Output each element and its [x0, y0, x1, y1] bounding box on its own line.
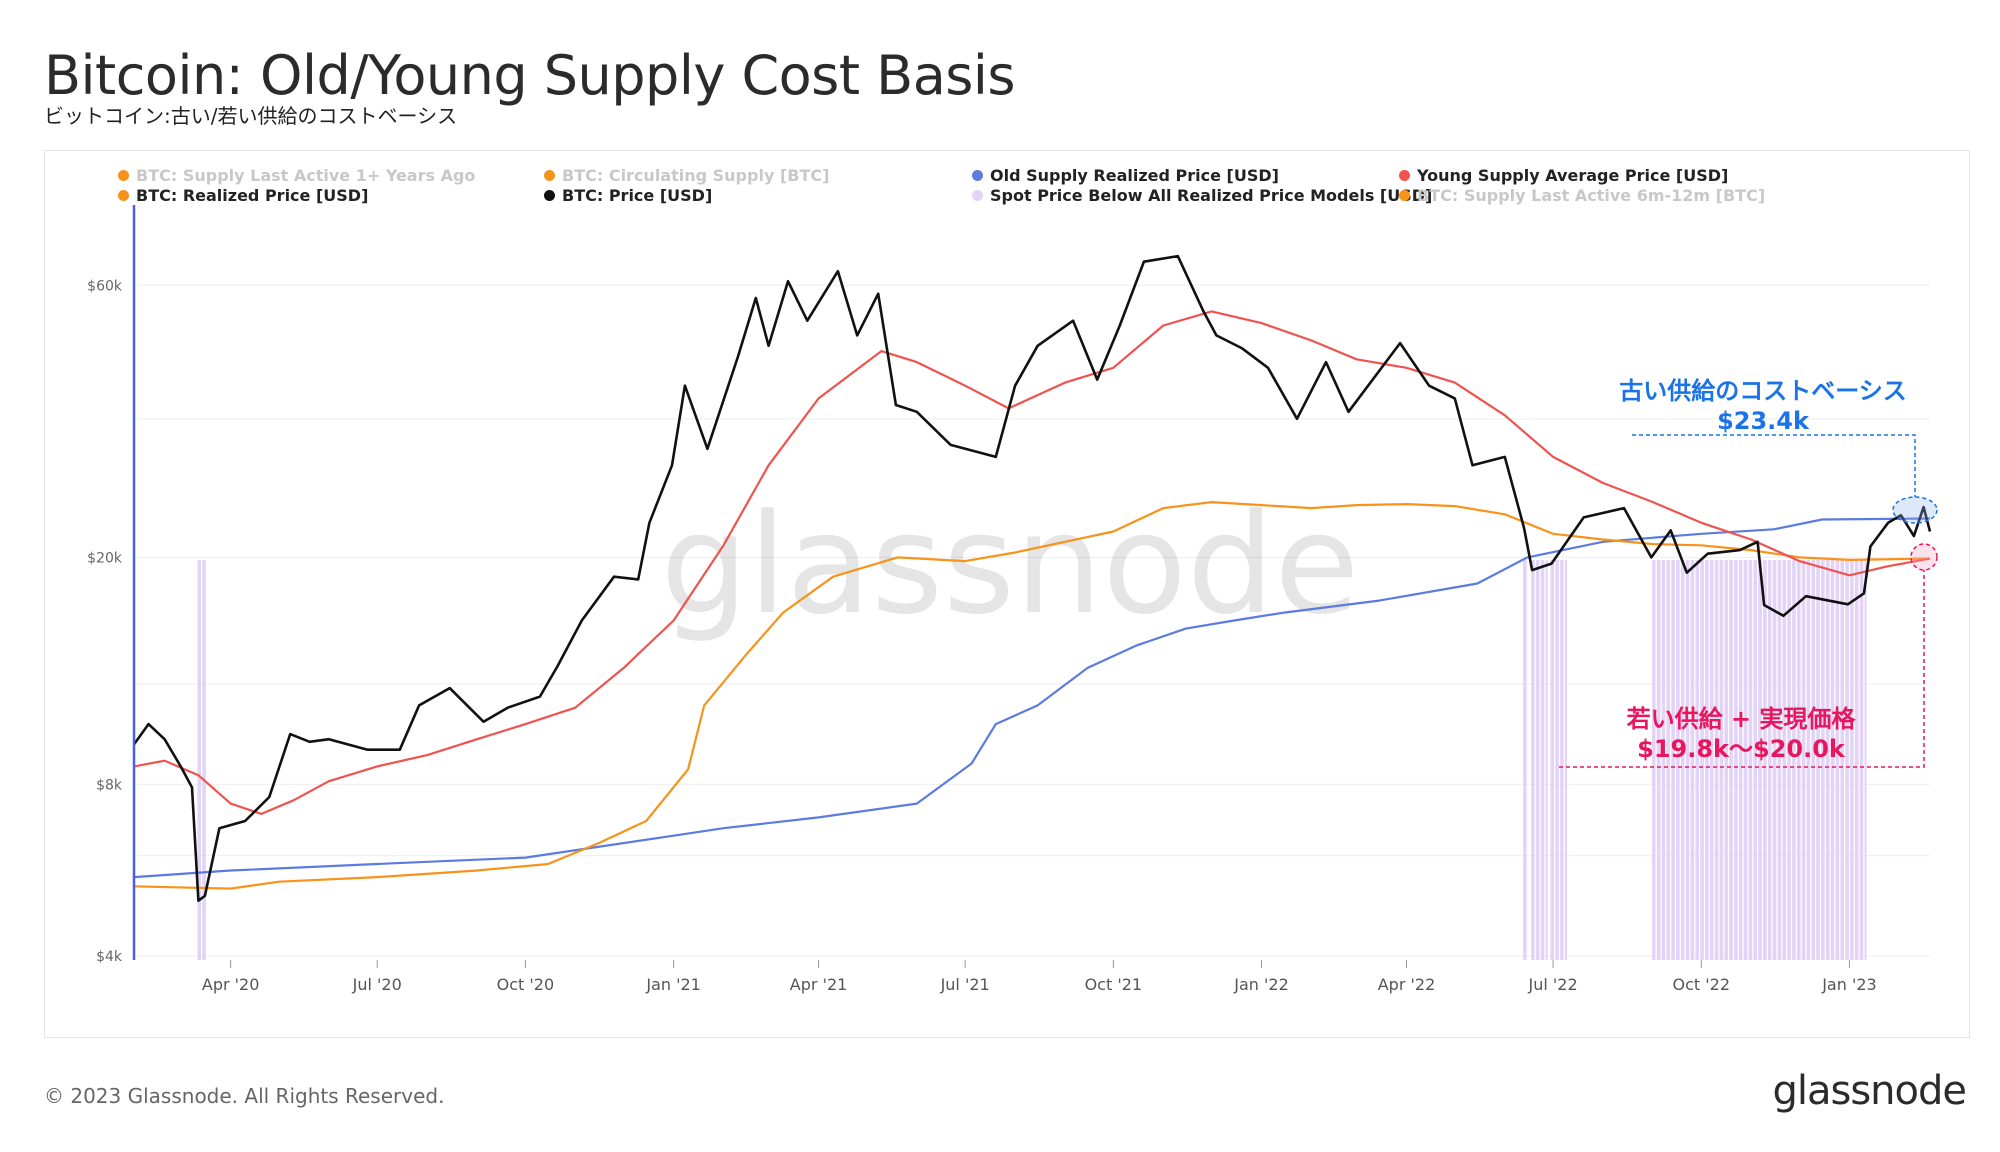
legend-label: BTC: Realized Price [USD]: [136, 186, 369, 205]
watermark: glassnode: [661, 484, 1360, 645]
x-tick-label: Jul '22: [1528, 975, 1578, 994]
copyright: © 2023 Glassnode. All Rights Reserved.: [44, 1084, 445, 1108]
grid: [134, 284, 1930, 957]
legend-item-supply-6m-12m[interactable]: BTC: Supply Last Active 6m-12m [BTC]: [1399, 186, 1765, 205]
old-supply-annotation: 古い供給のコストベーシス $23.4k: [1619, 377, 1938, 524]
series-lines: [132, 254, 1932, 903]
legend-item-old-supply-realized[interactable]: Old Supply Realized Price [USD]: [972, 166, 1279, 185]
legend-dot-icon: [118, 170, 129, 181]
legend-label: BTC: Circulating Supply [BTC]: [562, 166, 830, 185]
legend-item-circulating-supply[interactable]: BTC: Circulating Supply [BTC]: [544, 166, 829, 185]
x-tick-label: Jan '21: [645, 975, 701, 994]
y-tick-label: $8k: [96, 777, 123, 793]
legend-item-young-supply-average[interactable]: Young Supply Average Price [USD]: [1399, 166, 1728, 185]
chart-title: Bitcoin: Old/Young Supply Cost Basis: [44, 44, 1016, 107]
glassnode-logo[interactable]: glassnode: [1772, 1068, 1967, 1114]
series-line-btc-price-usd: [132, 254, 1932, 903]
legend-label: BTC: Supply Last Active 1+ Years Ago: [136, 166, 476, 185]
x-tick-label: Jul '20: [352, 975, 402, 994]
old-annotation-value: $23.4k: [1717, 407, 1810, 435]
legend-item-spot-below-models[interactable]: Spot Price Below All Realized Price Mode…: [972, 186, 1432, 205]
legend-label: BTC: Price [USD]: [562, 186, 713, 205]
legend-dot-icon: [544, 170, 555, 181]
young-annotation-leader: [1559, 570, 1925, 768]
x-tick-label: Jul '21: [940, 975, 990, 994]
legend: BTC: Supply Last Active 1+ Years Ago BTC…: [44, 166, 1968, 212]
old-annotation-marker: [1892, 496, 1938, 524]
legend-dot-icon: [118, 190, 129, 201]
old-annotation-leader: [1632, 434, 1916, 497]
spot-below-bands: [197, 560, 1867, 960]
x-tick-label: Oct '21: [1085, 975, 1143, 994]
legend-dot-icon: [544, 190, 555, 201]
y-axis: $4k $8k $20k $60k: [87, 278, 123, 965]
x-tick-label: Oct '20: [497, 975, 555, 994]
x-tick-label: Apr '20: [202, 975, 260, 994]
x-tick-label: Oct '22: [1673, 975, 1731, 994]
y-tick-label: $20k: [87, 550, 123, 566]
y-tick-label: $4k: [96, 949, 123, 965]
young-annotation-marker: [1910, 543, 1938, 571]
legend-item-realized-price[interactable]: BTC: Realized Price [USD]: [118, 186, 368, 205]
legend-item-btc-price[interactable]: BTC: Price [USD]: [544, 186, 712, 205]
x-axis: Apr '20 Jul '20 Oct '20 Jan '21 Apr '21 Jul '…: [202, 960, 1877, 994]
chart-frame: [44, 150, 1970, 1038]
y-tick-label: $60k: [87, 278, 123, 294]
legend-dot-icon: [1399, 170, 1410, 181]
legend-dot-icon: [1399, 190, 1410, 201]
legend-label: Young Supply Average Price [USD]: [1417, 166, 1729, 185]
chart-subtitle: ビットコイン:古い/若い供給のコストベーシス: [44, 104, 458, 128]
legend-label: Old Supply Realized Price [USD]: [990, 166, 1279, 185]
legend-dot-icon: [972, 190, 983, 201]
young-supply-annotation: 若い供給 + 実現価格 $19.8k〜$20.0k: [1559, 543, 1938, 768]
legend-label: BTC: Supply Last Active 6m-12m [BTC]: [1417, 186, 1766, 205]
old-annotation-title: 古い供給のコストベーシス: [1619, 377, 1907, 405]
legend-label: Spot Price Below All Realized Price Mode…: [990, 186, 1433, 205]
x-tick-label: Jan '23: [1821, 975, 1877, 994]
series-line-young-supply-average-price-usd: [133, 310, 1931, 816]
legend-dot-icon: [972, 170, 983, 181]
young-annotation-value: $19.8k〜$20.0k: [1637, 735, 1846, 763]
legend-item-supply-1y[interactable]: BTC: Supply Last Active 1+ Years Ago: [118, 166, 475, 185]
x-tick-label: Jan '22: [1233, 975, 1289, 994]
x-tick-label: Apr '22: [1378, 975, 1436, 994]
series-line-btc-realized-price-usd: [133, 501, 1931, 890]
x-tick-label: Apr '21: [790, 975, 848, 994]
young-annotation-title: 若い供給 + 実現価格: [1626, 705, 1857, 733]
